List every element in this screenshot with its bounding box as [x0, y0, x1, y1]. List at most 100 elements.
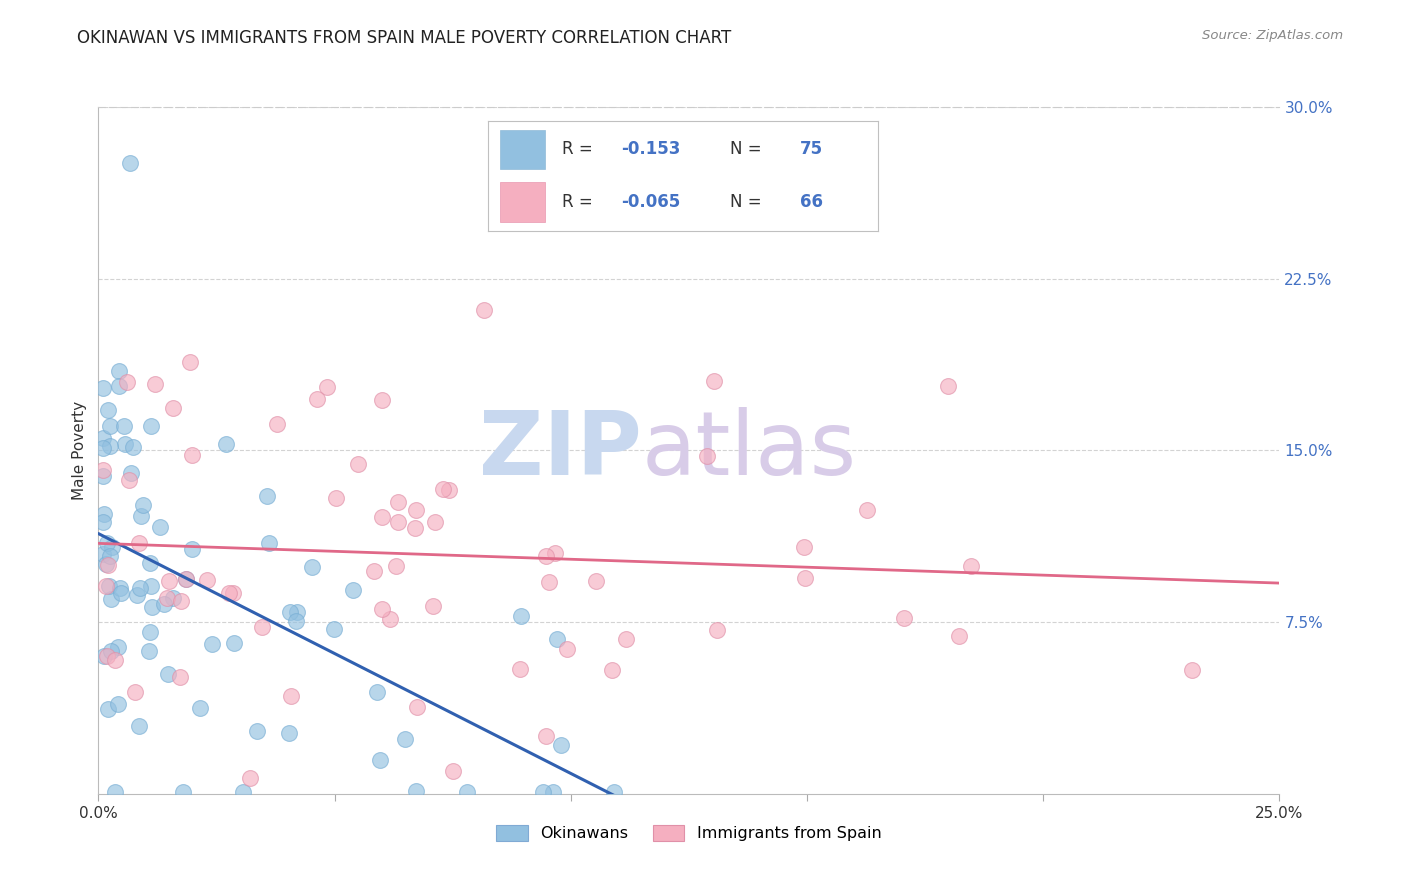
Point — [534, 549, 557, 563]
Point — [706, 623, 728, 637]
Point — [555, 641, 578, 656]
Point — [122, 440, 145, 454]
Point — [614, 632, 637, 646]
Point — [509, 662, 531, 676]
Point — [703, 374, 725, 388]
Point — [104, 784, 127, 798]
Point — [585, 574, 607, 589]
Point — [285, 614, 308, 628]
Point — [169, 593, 191, 607]
Point — [115, 376, 138, 390]
Point — [394, 731, 416, 746]
Point — [387, 515, 409, 529]
Point — [94, 558, 117, 572]
Point — [342, 583, 364, 598]
Point — [104, 653, 127, 667]
Point — [162, 401, 184, 415]
Point — [91, 431, 114, 445]
Point — [159, 574, 181, 588]
Point — [794, 571, 817, 585]
Point — [363, 564, 385, 578]
Point — [384, 559, 406, 574]
Point — [195, 573, 218, 587]
Point — [149, 520, 172, 534]
Point — [256, 489, 278, 503]
Point — [538, 575, 561, 590]
Point — [98, 579, 121, 593]
Point — [91, 441, 114, 455]
Point — [472, 302, 495, 317]
Point — [128, 535, 150, 549]
Text: Source: ZipAtlas.com: Source: ZipAtlas.com — [1202, 29, 1343, 42]
Point — [387, 495, 409, 509]
Point — [141, 600, 163, 615]
Point — [323, 622, 346, 636]
Point — [127, 588, 149, 602]
Point — [960, 559, 983, 574]
Point — [139, 418, 162, 433]
Point — [239, 771, 262, 785]
Point — [188, 701, 211, 715]
Point — [456, 784, 478, 798]
Point — [1181, 663, 1204, 677]
Point — [118, 473, 141, 487]
Point — [93, 507, 115, 521]
Point — [129, 581, 152, 595]
Point — [108, 364, 131, 378]
Point — [98, 549, 121, 564]
Point — [97, 702, 120, 716]
Point — [157, 667, 180, 681]
Point — [441, 764, 464, 778]
Point — [97, 558, 120, 572]
Text: OKINAWAN VS IMMIGRANTS FROM SPAIN MALE POVERTY CORRELATION CHART: OKINAWAN VS IMMIGRANTS FROM SPAIN MALE P… — [77, 29, 731, 46]
Point — [174, 572, 197, 586]
Point — [380, 612, 402, 626]
Y-axis label: Male Poverty: Male Poverty — [72, 401, 87, 500]
Point — [143, 377, 166, 392]
Point — [98, 418, 121, 433]
Point — [162, 591, 184, 605]
Point — [544, 546, 567, 560]
Point — [266, 417, 288, 431]
Point — [97, 403, 120, 417]
Point — [252, 620, 274, 634]
Point — [305, 392, 328, 406]
Point — [107, 640, 129, 655]
Point — [110, 586, 132, 600]
Point — [139, 556, 162, 570]
Point — [371, 602, 394, 616]
Point — [100, 644, 122, 658]
Point — [696, 449, 718, 463]
Point — [278, 726, 301, 740]
Point — [550, 738, 572, 752]
Point — [325, 491, 347, 505]
Point — [172, 784, 194, 798]
Point — [181, 542, 204, 557]
Point — [425, 515, 447, 529]
Point — [91, 462, 114, 476]
Point — [603, 784, 626, 798]
Point — [201, 637, 224, 651]
Point — [181, 448, 204, 462]
Point — [285, 605, 308, 619]
Point — [437, 483, 460, 498]
Point — [169, 670, 191, 684]
Point — [222, 586, 245, 600]
Point — [546, 632, 568, 646]
Point — [280, 689, 302, 703]
Point — [141, 579, 163, 593]
Point — [91, 380, 114, 394]
Point — [98, 439, 121, 453]
Point — [179, 355, 201, 369]
Point — [96, 648, 118, 663]
Point — [128, 718, 150, 732]
Point — [93, 649, 115, 664]
Point — [139, 625, 162, 640]
Point — [510, 608, 533, 623]
Point — [152, 597, 174, 611]
Point — [406, 700, 429, 714]
Point — [405, 503, 427, 517]
Point — [893, 610, 915, 624]
Legend: Okinawans, Immigrants from Spain: Okinawans, Immigrants from Spain — [489, 818, 889, 847]
Point — [107, 698, 129, 712]
